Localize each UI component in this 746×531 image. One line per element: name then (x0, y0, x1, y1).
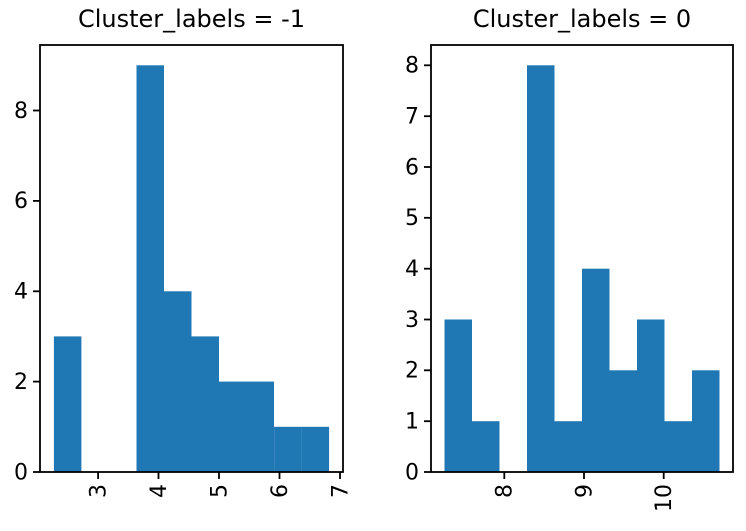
histogram-bar (637, 319, 665, 472)
x-tick-label: 7 (328, 484, 353, 498)
y-tick-label: 4 (405, 257, 419, 282)
y-tick-label: 2 (14, 370, 28, 395)
y-tick-label: 6 (405, 155, 419, 180)
y-tick-label: 3 (405, 308, 419, 333)
axes-spines (39, 44, 344, 473)
histogram-bar (527, 65, 555, 473)
histogram-bar (582, 268, 610, 472)
x-tick-label: 10 (652, 484, 677, 512)
histogram-bar (246, 381, 274, 472)
x-tick-label: 8 (493, 484, 518, 498)
x-tick-label: 5 (207, 484, 232, 498)
y-tick-label: 8 (405, 54, 419, 79)
y-tick-label: 4 (14, 280, 28, 305)
y-tick-label: 0 (14, 460, 28, 485)
x-tick-label: 3 (86, 484, 111, 498)
histogram-bar (554, 421, 582, 472)
histogram-bar (274, 426, 302, 472)
x-tick-label: 9 (572, 484, 597, 498)
y-tick-label: 5 (405, 206, 419, 231)
histogram-bar (472, 421, 500, 472)
y-tick-label: 8 (14, 99, 28, 124)
y-tick-label: 7 (405, 104, 419, 129)
histogram-bar (664, 421, 692, 472)
histogram-bar (53, 336, 82, 472)
y-tick-label: 6 (14, 189, 28, 214)
histogram-bar (301, 426, 330, 472)
y-tick-label: 2 (405, 359, 419, 384)
histogram-bar (164, 291, 192, 472)
axes-spines (430, 44, 734, 473)
subplot-title-right: Cluster_labels = 0 (472, 5, 692, 33)
histogram-bar (191, 336, 219, 472)
histogram-bar (444, 319, 472, 472)
histogram-bar (609, 370, 637, 472)
subplot-title-left: Cluster_labels = -1 (77, 5, 306, 33)
x-tick-label: 4 (147, 484, 172, 498)
y-tick-label: 1 (405, 409, 419, 434)
histogram-bar (692, 370, 720, 472)
y-tick-label: 0 (405, 460, 419, 485)
x-tick-label: 6 (268, 484, 293, 498)
histogram-bar (219, 381, 247, 472)
histogram-bar (136, 65, 164, 473)
